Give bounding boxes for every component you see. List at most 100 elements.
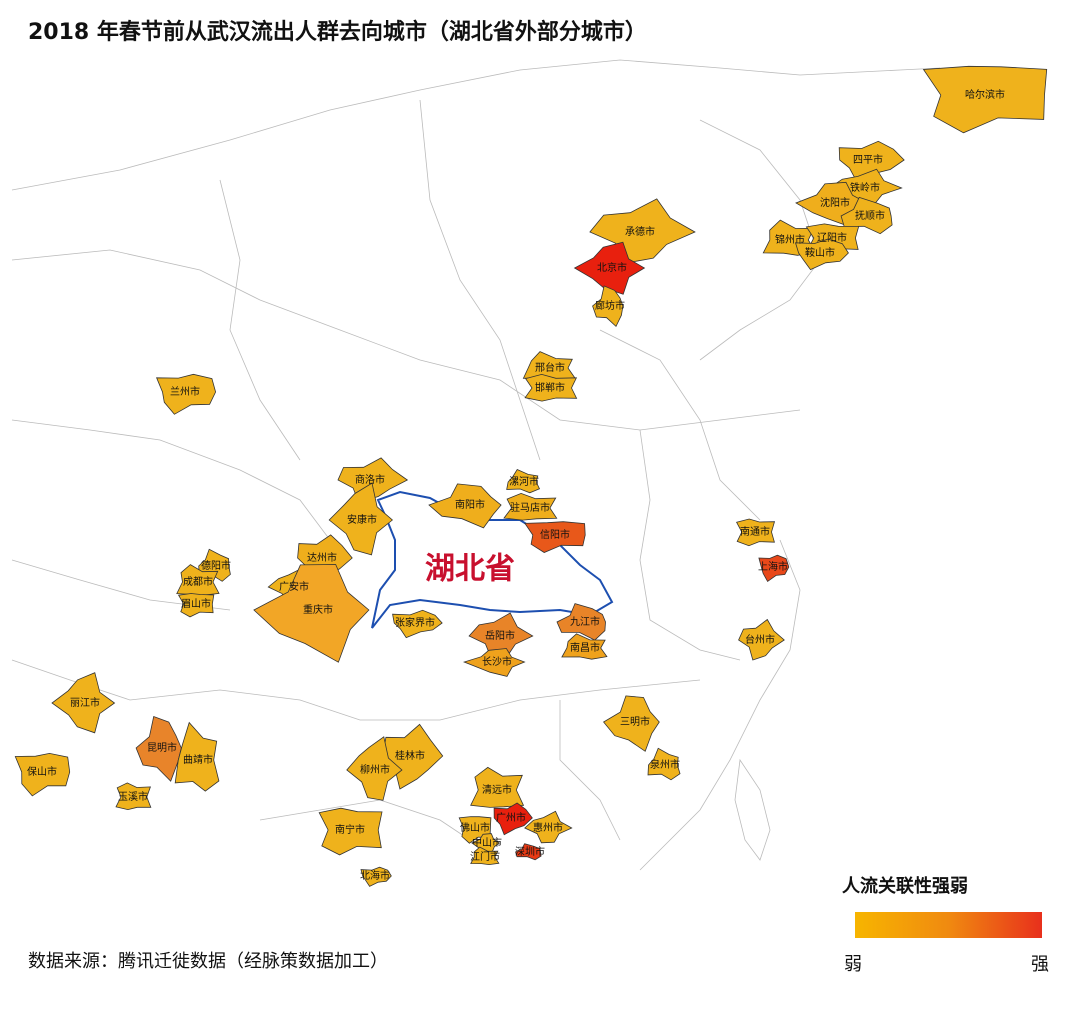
city-region — [470, 766, 525, 808]
city-region — [922, 65, 1048, 134]
city-label: 廊坊市 — [595, 299, 625, 312]
base-map — [11, 59, 941, 871]
city-label: 张家界市 — [395, 616, 435, 629]
city-label: 深圳市 — [515, 845, 545, 858]
city-label: 保山市 — [27, 765, 57, 778]
city-label: 长沙市 — [482, 655, 512, 668]
city-label: 南宁市 — [335, 823, 365, 836]
city-region — [736, 518, 776, 547]
city-region — [758, 554, 790, 582]
city-region — [360, 866, 392, 887]
city-label: 达州市 — [307, 551, 337, 564]
city-label: 铁岭市 — [850, 181, 880, 194]
city-label: 广安市 — [279, 580, 309, 593]
city-label: 南阳市 — [455, 498, 485, 511]
hubei-outline — [371, 490, 614, 629]
city-label: 兰州市 — [170, 385, 200, 398]
city-label: 江门市 — [470, 850, 500, 863]
city-label: 辽阳市 — [817, 231, 847, 244]
city-region — [524, 373, 578, 402]
city-region — [337, 457, 409, 503]
city-region — [738, 618, 785, 661]
city-label: 四平市 — [853, 153, 883, 166]
city-region — [556, 603, 606, 641]
city-region — [503, 492, 558, 521]
legend-title: 人流关联性强弱 — [842, 875, 968, 897]
city-region — [794, 238, 849, 271]
city-region — [155, 373, 217, 415]
city-label: 北京市 — [597, 261, 627, 274]
city-label: 泉州市 — [650, 758, 680, 771]
city-label: 广州市 — [496, 811, 526, 824]
legend-high: 强 — [1031, 954, 1049, 975]
source-note: 数据来源：腾讯迁徙数据（经脉策数据加工） — [28, 951, 388, 972]
city-label: 锦州市 — [775, 233, 805, 246]
city-label: 重庆市 — [303, 603, 333, 616]
city-region — [493, 802, 533, 836]
city-region — [177, 593, 215, 618]
city-region — [838, 140, 905, 182]
city-label: 九江市 — [570, 615, 600, 628]
city-region — [346, 736, 403, 801]
city-label: 惠州市 — [533, 821, 563, 834]
city-label: 台州市 — [745, 633, 775, 646]
city-label: 上海市 — [758, 560, 788, 573]
city-label: 佛山市 — [460, 821, 490, 834]
city-label: 中山市 — [472, 836, 502, 849]
city-label: 安康市 — [347, 513, 377, 526]
city-label: 邢台市 — [535, 361, 565, 374]
city-region — [524, 810, 573, 844]
city-label: 抚顺市 — [855, 209, 885, 222]
city-region — [135, 715, 182, 782]
city-label: 邯郸市 — [535, 381, 565, 394]
city-region — [589, 198, 696, 264]
city-region — [506, 468, 541, 494]
city-label: 柳州市 — [360, 763, 390, 776]
city-label: 昆明市 — [147, 741, 177, 754]
city-label: 桂林市 — [395, 749, 425, 762]
legend-gradient — [855, 912, 1042, 938]
city-region — [524, 521, 586, 553]
city-label: 北海市 — [360, 869, 390, 882]
city-region — [174, 721, 220, 792]
city-region — [592, 285, 624, 328]
city-label: 曲靖市 — [183, 753, 213, 766]
city-region — [392, 609, 443, 639]
city-label: 南昌市 — [570, 641, 600, 654]
city-region — [470, 846, 500, 866]
city-label: 成都市 — [183, 575, 213, 588]
city-label: 清远市 — [482, 783, 512, 796]
cities — [14, 65, 1048, 887]
city-label: 商洛市 — [355, 473, 385, 486]
city-region — [115, 782, 152, 811]
province-label: 湖北省 — [425, 552, 515, 587]
city-label: 驻马店市 — [510, 501, 550, 514]
city-label: 鞍山市 — [805, 246, 835, 259]
city-label: 岳阳市 — [485, 629, 515, 642]
city-region — [428, 483, 502, 529]
city-region — [647, 747, 681, 781]
city-label: 三明市 — [620, 715, 650, 728]
city-region — [561, 633, 608, 660]
city-region — [253, 564, 370, 663]
city-region — [602, 695, 660, 752]
city-region — [573, 241, 646, 295]
city-region — [462, 648, 526, 677]
city-region — [515, 843, 542, 861]
city-region — [14, 752, 71, 797]
title: 2018 年春节前从武汉流出人群去向城市（湖北省外部分城市） — [28, 19, 647, 45]
city-label: 南通市 — [740, 525, 770, 538]
city-region — [328, 482, 394, 556]
legend-low: 弱 — [844, 954, 862, 975]
city-label: 眉山市 — [181, 597, 211, 610]
city-label: 信阳市 — [540, 528, 570, 541]
city-region — [318, 807, 383, 856]
city-region — [51, 672, 116, 734]
city-label: 沈阳市 — [820, 196, 850, 209]
city-region — [840, 196, 893, 235]
city-label: 丽江市 — [70, 696, 100, 709]
city-label: 哈尔滨市 — [965, 88, 1005, 101]
city-label: 德阳市 — [201, 559, 231, 572]
